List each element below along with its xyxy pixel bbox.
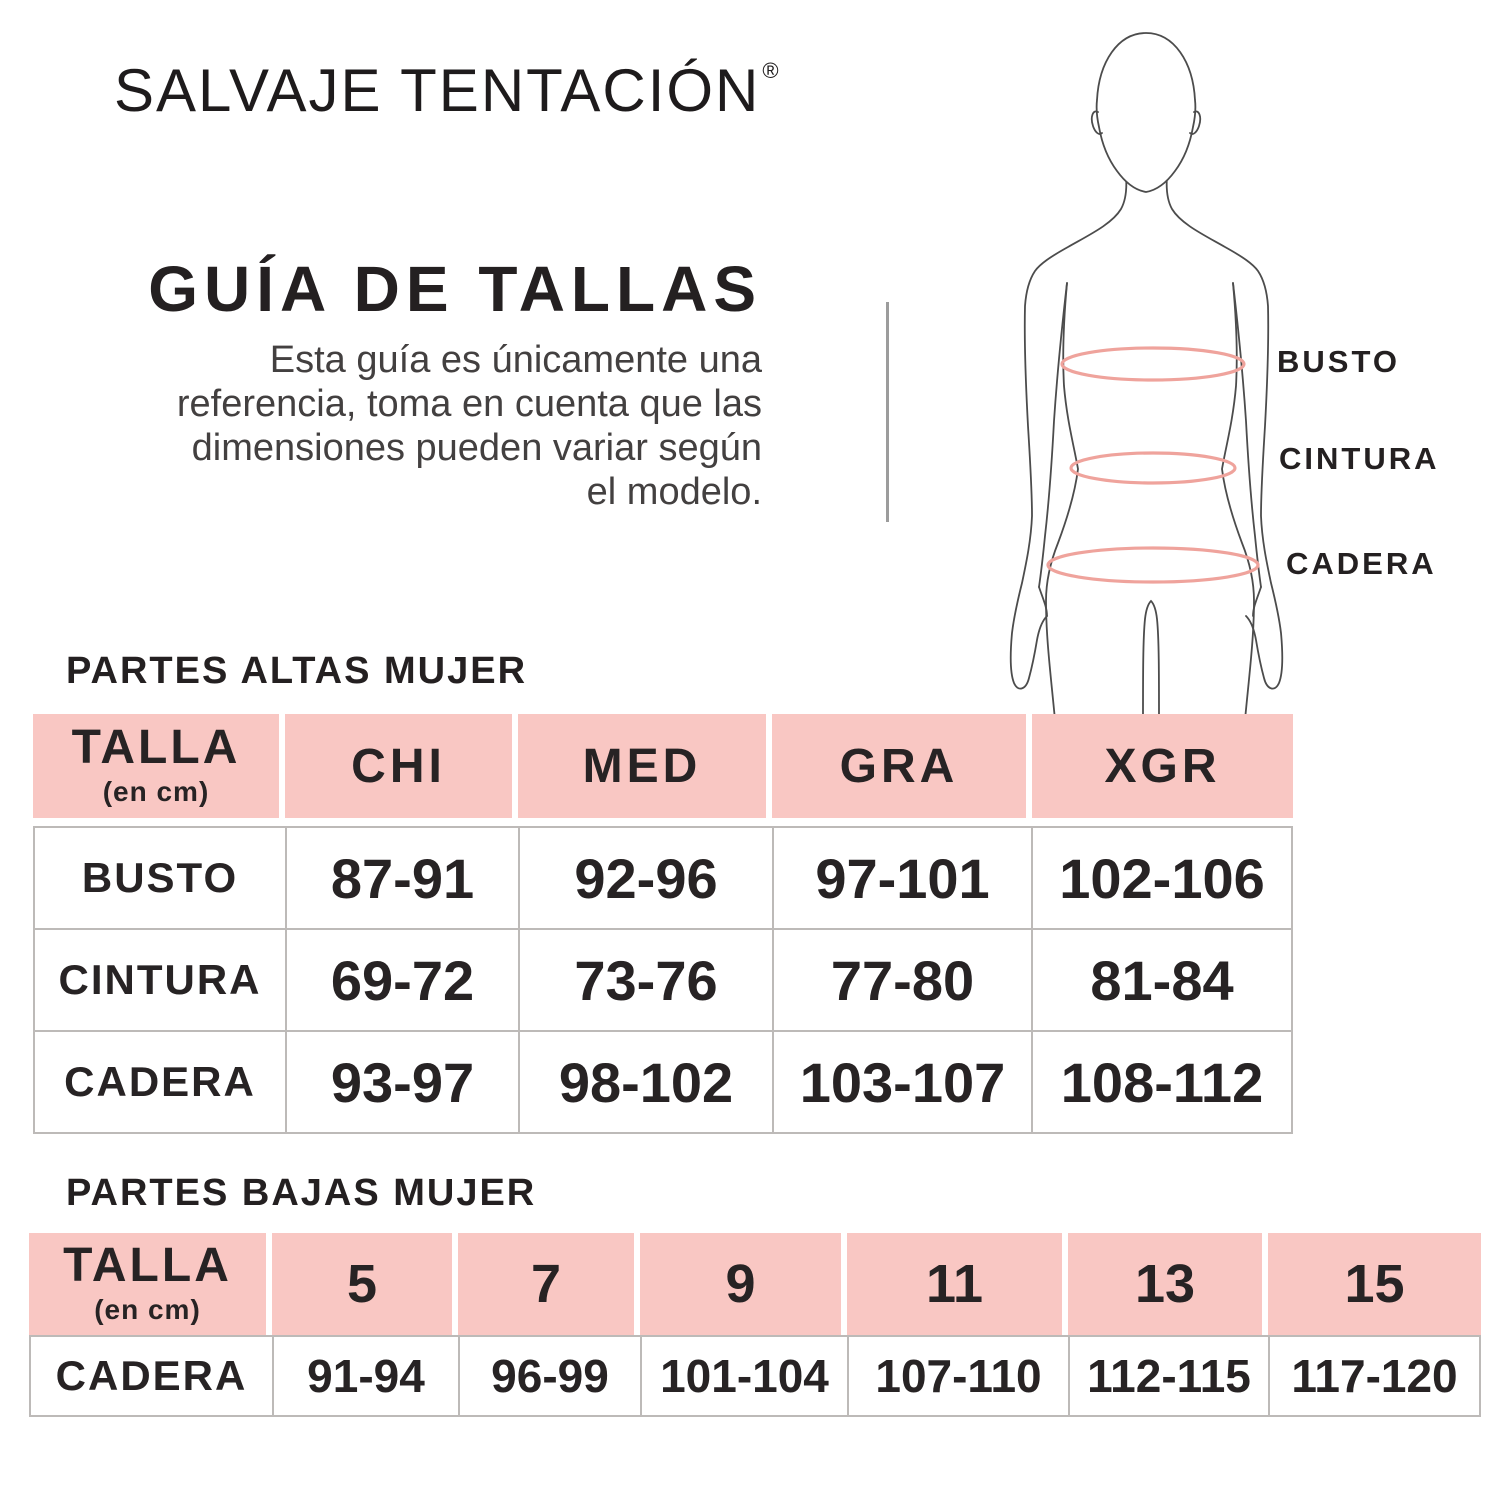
tops-waist-value-med: 73-76 [520, 930, 772, 1030]
size-unit: (en cm) [94, 1294, 201, 1325]
left-torso-outline [1045, 282, 1079, 720]
bottoms-hip-value-5: 91-94 [274, 1337, 458, 1415]
left-ear-line [1090, 110, 1103, 135]
size-name: MED [582, 739, 702, 793]
bust-label: BUSTO [1277, 344, 1400, 379]
tops-bust-value-gra: 97-101 [774, 828, 1031, 928]
brand-name: SALVAJE TENTACIÓN [114, 57, 761, 124]
bottoms-header-cell-9: 9 [640, 1233, 847, 1335]
tops-bust-value-chi: 87-91 [287, 828, 518, 928]
bottoms-header-cell-13: 13 [1068, 1233, 1268, 1335]
size-name: 5 [346, 1254, 378, 1314]
bottoms-hip-value-13: 112-115 [1070, 1337, 1268, 1415]
right-thumb-line [1252, 586, 1262, 617]
hip-measure-ellipse [1046, 546, 1260, 584]
section-title-bottoms: PARTES BAJAS MUJER [66, 1172, 537, 1214]
left-arm-outline [1009, 175, 1128, 690]
bottoms-header-cell-5: 5 [272, 1233, 458, 1335]
tops-header-cell-chi: CHI [285, 714, 518, 818]
size-label: TALLA [71, 721, 241, 774]
page-title: GUÍA DE TALLAS [148, 253, 762, 325]
bust-measure-ellipse [1060, 346, 1246, 382]
vertical-divider [886, 302, 889, 522]
right-torso-outline [1221, 282, 1255, 720]
right-inner-arm-line [1232, 282, 1262, 588]
bottoms-table-body: CADERA 91-94 96-99 101-104 107-110 112-1… [29, 1335, 1481, 1417]
bottoms-table-header: TALLA (en cm) 5 7 9 11 13 15 [29, 1233, 1481, 1335]
tops-table-body: BUSTO 87-91 92-96 97-101 102-106 CINTURA… [33, 826, 1293, 1134]
brand-logo: SALVAJE TENTACIÓN® [114, 56, 779, 125]
size-name: 7 [530, 1254, 562, 1314]
tops-bust-value-xgr: 102-106 [1033, 828, 1291, 928]
tops-header-cell-med: MED [518, 714, 772, 818]
tops-header-cell-gra: GRA [772, 714, 1032, 818]
bottoms-header-cell-11: 11 [847, 1233, 1068, 1335]
section-title-tops: PARTES ALTAS MUJER [66, 650, 528, 692]
bottoms-header-cell-talla: TALLA (en cm) [29, 1233, 272, 1335]
tops-row-bust-label: BUSTO [35, 828, 285, 928]
bottoms-header-cell-15: 15 [1268, 1233, 1481, 1335]
tops-waist-value-gra: 77-80 [774, 930, 1031, 1030]
size-name: GRA [839, 739, 959, 793]
tops-hip-value-gra: 103-107 [774, 1032, 1031, 1132]
size-name: 9 [725, 1254, 756, 1314]
size-label: TALLA [63, 1239, 232, 1292]
bottoms-row-hip-label: CADERA [31, 1337, 272, 1415]
tops-header-cell-xgr: XGR [1032, 714, 1293, 818]
tops-hip-value-med: 98-102 [520, 1032, 772, 1132]
tops-row-waist-label: CINTURA [35, 930, 285, 1030]
tops-table-header: TALLA (en cm) CHI MED GRA XGR [33, 714, 1293, 818]
tops-waist-value-xgr: 81-84 [1033, 930, 1291, 1030]
page-description: Esta guía es únicamente una referencia, … [176, 339, 762, 513]
female-silhouette-drawing [1009, 32, 1284, 720]
bottoms-hip-value-9: 101-104 [642, 1337, 847, 1415]
size-name: 13 [1134, 1254, 1196, 1314]
registered-trademark-icon: ® [762, 58, 781, 83]
bottoms-hip-value-15: 117-120 [1270, 1337, 1479, 1415]
inner-legs-line [1142, 599, 1160, 720]
hip-label: CADERA [1286, 546, 1437, 581]
right-arm-outline [1165, 175, 1284, 690]
tops-row-hip-label: CADERA [35, 1032, 285, 1132]
size-name: 11 [925, 1254, 984, 1314]
tops-hip-value-chi: 93-97 [287, 1032, 518, 1132]
size-name: XGR [1104, 739, 1221, 793]
left-inner-arm-line [1038, 282, 1068, 588]
size-name: 15 [1344, 1254, 1405, 1314]
right-ear-line [1189, 110, 1202, 135]
tops-hip-value-xgr: 108-112 [1033, 1032, 1291, 1132]
tops-waist-value-chi: 69-72 [287, 930, 518, 1030]
tops-bust-value-med: 92-96 [520, 828, 772, 928]
waist-label: CINTURA [1279, 441, 1440, 476]
bottoms-header-cell-7: 7 [458, 1233, 640, 1335]
bottoms-hip-value-7: 96-99 [460, 1337, 640, 1415]
left-thumb-line [1038, 586, 1048, 617]
head-outline [1095, 32, 1197, 193]
size-unit: (en cm) [102, 776, 210, 807]
bottoms-hip-value-11: 107-110 [849, 1337, 1068, 1415]
size-name: CHI [351, 739, 446, 793]
waist-measure-ellipse [1069, 451, 1237, 485]
body-figure-illustration [985, 20, 1315, 720]
tops-header-cell-talla: TALLA (en cm) [33, 714, 285, 818]
